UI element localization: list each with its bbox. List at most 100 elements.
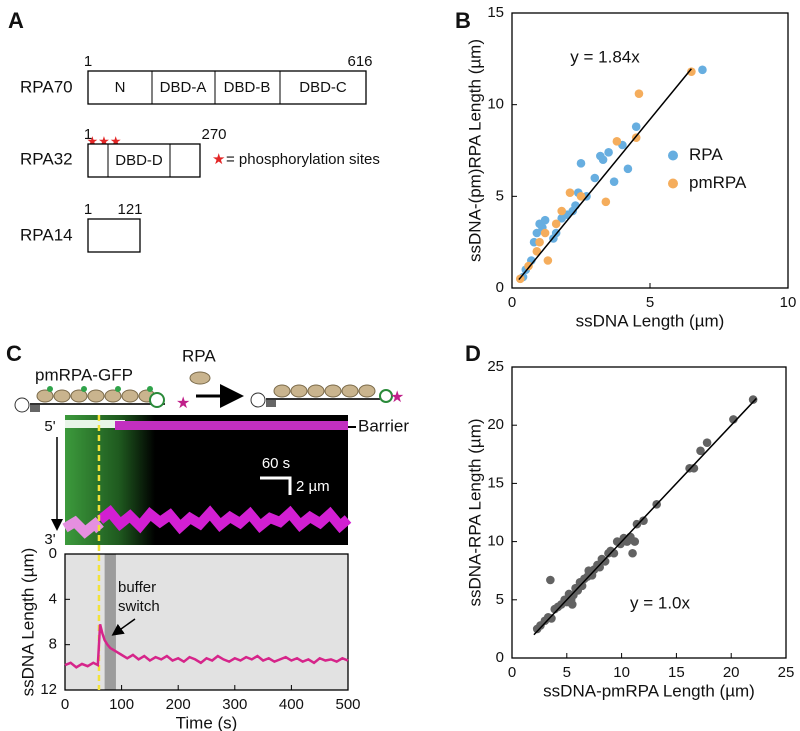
domain-label: DBD-A [160,79,207,96]
schematic-label: RPA [182,346,216,365]
x-tick-label: 500 [335,696,360,713]
point [598,155,608,164]
plot-frame [64,553,349,691]
y-tick-label: 8 [49,636,57,653]
point [698,65,707,75]
protein-name: RPA70 [20,77,73,96]
point [630,537,640,546]
fit-line [518,68,692,281]
anchor [266,399,276,407]
x-tick-label: 10 [780,294,797,311]
point [639,516,648,525]
legend-text: = phosphorylation sites [226,151,380,168]
panel-label: A [8,8,24,33]
point [702,438,712,447]
legend-star: ★ [212,151,225,168]
trace [64,623,349,669]
point [576,192,586,201]
domain-label: N [115,79,126,96]
protein-name: RPA32 [20,149,73,168]
x-tick-label: 15 [668,664,685,681]
kymograph-dna-signal [96,505,352,535]
y-tick-label: 0 [49,545,57,562]
point [687,67,696,76]
y-tick-label: 15 [487,4,504,21]
schematic-label: pmRPA-GFP [35,365,133,384]
scale-label: 60 s [262,455,290,472]
point [590,173,600,183]
protein-name: RPA14 [20,225,73,244]
dna-end [149,392,165,408]
point [567,600,577,609]
legend-marker [668,178,678,189]
point [584,566,594,575]
x-tick-label: 200 [166,696,191,713]
y-tick-label: 10 [487,96,504,113]
x-tick-label: 20 [723,664,740,681]
x-tick-label: 400 [279,696,304,713]
point [748,395,758,404]
point [634,89,644,98]
x-tick-label: 100 [109,696,134,713]
x-tick-label: 0 [508,294,516,311]
point [595,562,604,572]
y-tick-label: 15 [487,474,504,491]
y-tick-label: 5 [496,187,504,204]
protein-box [87,70,367,105]
scale-label: 2 µm [296,478,330,495]
domain-label: DBD-C [299,79,347,96]
plot-frame [511,366,787,659]
point [551,219,561,229]
kymograph-barrier-signal [115,421,348,430]
point [612,137,622,146]
panel-label: D [465,341,481,366]
rpa-icon [189,371,211,385]
point [557,206,566,216]
x-tick-label: 10 [613,664,630,681]
anchor [30,404,40,412]
y-tick-label: 12 [40,681,57,698]
point [696,446,705,456]
x-tick-label: 0 [61,696,69,713]
point [535,237,544,247]
star-tag: ★ [390,389,404,406]
panel-label: C [6,341,22,366]
gfp-tags [47,386,153,392]
end-label: 3' [44,531,55,548]
y-tick-label: 10 [487,533,504,550]
domain-label: DBD-B [224,79,271,96]
end-label: 5' [44,418,55,435]
point [609,177,619,186]
y-tick-label: 0 [496,649,504,666]
y-tick-label: 5 [496,591,504,608]
annotation: y = 1.0x [630,593,691,612]
protein-box [87,218,141,253]
legend-label: pmRPA [689,173,747,192]
y-axis-label: ssDNA-(pm)RPA Length (µm) [465,39,484,262]
plot-frame [511,12,789,289]
point [576,159,586,168]
point [631,122,641,131]
panel-c-schematic: C pmRPA-GFP RPA ★ ★ Barrier 5' 3' [6,341,409,548]
bead [14,397,30,413]
residue-end: 270 [201,126,226,143]
x-axis-label: ssDNA-pmRPA Length (µm) [543,681,755,700]
annotation: y = 1.84x [570,47,640,66]
point [532,247,542,256]
legend-marker [668,150,678,161]
kymograph-dna-signal [62,515,104,539]
point [601,197,611,207]
protein-box [87,143,201,178]
scale-bar [260,476,292,495]
x-axis-label: ssDNA Length (µm) [576,311,725,330]
highlight-band [104,554,116,690]
annotation: buffer [118,579,156,596]
y-tick-label: 0 [496,279,504,296]
point [577,581,587,591]
residue-start: 1 [84,201,92,218]
legend-label: RPA [689,145,723,164]
point [532,228,542,238]
x-axis-label: Time (s) [176,713,238,731]
kymograph-barrier-signal [65,420,125,428]
